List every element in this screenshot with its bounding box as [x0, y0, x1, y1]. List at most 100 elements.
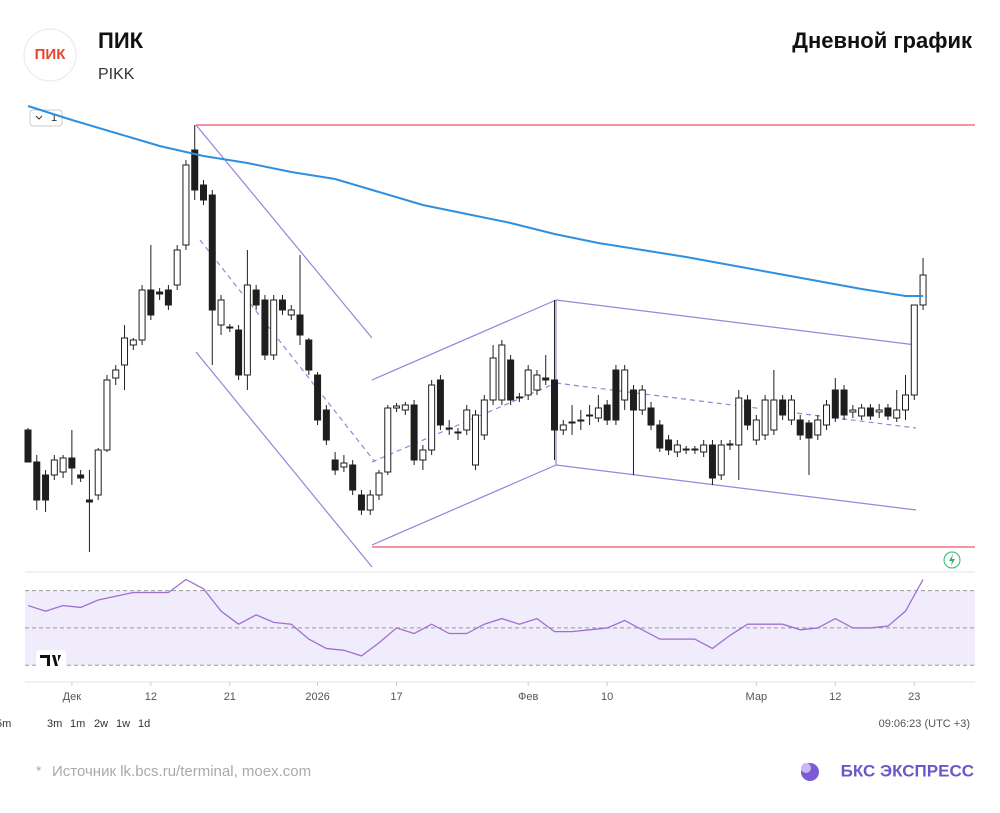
timeframe-button[interactable]: 2w: [94, 718, 108, 730]
chevron: [35, 115, 43, 120]
timeframe-button[interactable]: 3m: [47, 718, 62, 730]
candle-body: [472, 414, 480, 466]
trend-line: [195, 124, 373, 339]
candle-body: [94, 449, 102, 496]
timeframe-button[interactable]: 5m: [0, 718, 11, 730]
candle-body: [454, 431, 462, 434]
candle-body: [217, 299, 225, 326]
x-tick-label: Фев: [518, 691, 538, 703]
candle-body: [884, 407, 892, 417]
candle-body: [621, 369, 629, 401]
timeframes: 5m 3m 1m 2w 1w 1d: [0, 718, 150, 730]
candle-body: [542, 377, 550, 381]
candle-body: [814, 419, 822, 436]
candle-body: [779, 399, 787, 416]
candle-body: [770, 399, 778, 431]
candle-body: [524, 369, 532, 396]
candle-body: [866, 407, 874, 417]
candle-body: [349, 464, 357, 491]
candle-body: [419, 449, 427, 461]
candle-body: [77, 474, 85, 479]
candle-body: [875, 409, 883, 413]
candle-body: [498, 344, 506, 401]
brand: БКС ЭКСПРЕСС: [841, 761, 974, 780]
price-chart: [24, 105, 975, 552]
candle-body: [594, 407, 602, 419]
candle-body: [463, 409, 471, 431]
candle-body: [68, 457, 76, 469]
candle-body: [24, 429, 32, 463]
candle-body: [314, 374, 322, 421]
timeframe-button[interactable]: 1d: [138, 718, 150, 730]
candle-body: [173, 249, 181, 286]
candle-body: [393, 405, 401, 409]
candle-body: [717, 444, 725, 476]
candle-body: [129, 339, 137, 346]
logo-text: ПИК: [35, 46, 67, 63]
candle-body: [823, 404, 831, 426]
candle-body: [33, 461, 41, 501]
candle-body: [445, 427, 453, 430]
candle-body: [287, 309, 295, 316]
candle-body: [910, 304, 918, 396]
candle-body: [612, 369, 620, 421]
candle-body: [568, 421, 576, 424]
candle-body: [164, 289, 172, 306]
x-tick-label: 12: [829, 691, 841, 703]
candle-body: [919, 274, 927, 306]
candle-body: [744, 399, 752, 426]
candle-body: [270, 299, 278, 356]
candle-body: [340, 462, 348, 468]
candle-body: [410, 404, 418, 461]
candle-body: [515, 396, 523, 399]
candle-body: [735, 397, 743, 446]
candle-body: [533, 374, 541, 391]
candle-body: [357, 494, 365, 511]
candle-body: [629, 389, 637, 411]
rsi-line: [27, 578, 924, 657]
candle-body: [261, 299, 269, 356]
candle-body: [147, 289, 155, 316]
timeframe-button[interactable]: 1w: [116, 718, 130, 730]
candle-body: [831, 389, 839, 419]
title: ПИК: [98, 28, 144, 53]
candle-body: [647, 407, 655, 426]
timeframe-button[interactable]: 1m: [70, 718, 85, 730]
candle-body: [805, 422, 813, 439]
candle-body: [761, 399, 769, 436]
candle-body: [673, 444, 681, 453]
candle-body: [191, 149, 199, 191]
x-tick-label: 21: [224, 691, 236, 703]
candle-body: [700, 444, 708, 453]
trend-line: [371, 464, 557, 546]
x-tick-label: 12: [145, 691, 157, 703]
candle-body: [849, 409, 857, 413]
x-tick-label: 17: [390, 691, 402, 703]
tv-logo: [40, 655, 61, 666]
candle-body: [858, 407, 866, 417]
candle-body: [278, 299, 286, 311]
candle-body: [322, 409, 330, 441]
candle-body: [893, 409, 901, 419]
tv-logo-bg: [36, 650, 66, 670]
candle-body: [103, 379, 111, 451]
x-tick-label: Дек: [63, 691, 82, 703]
candle-body: [156, 291, 164, 295]
candle-body: [787, 399, 795, 421]
candle-body: [121, 337, 129, 366]
candle-body: [656, 424, 664, 449]
candle-body: [59, 457, 67, 473]
moving-average: [27, 105, 924, 297]
candle-body: [296, 314, 304, 336]
candle-body: [902, 394, 909, 411]
x-tick-label: Мар: [746, 691, 768, 703]
candle-body: [243, 284, 251, 376]
candle-body: [428, 384, 436, 451]
source: Источник lk.bcs.ru/terminal, moex.com: [52, 763, 311, 780]
candle-body: [682, 448, 690, 451]
trend-line: [195, 351, 373, 568]
candle-body: [182, 164, 190, 246]
candle-body: [252, 289, 260, 306]
candle-body: [551, 379, 558, 431]
